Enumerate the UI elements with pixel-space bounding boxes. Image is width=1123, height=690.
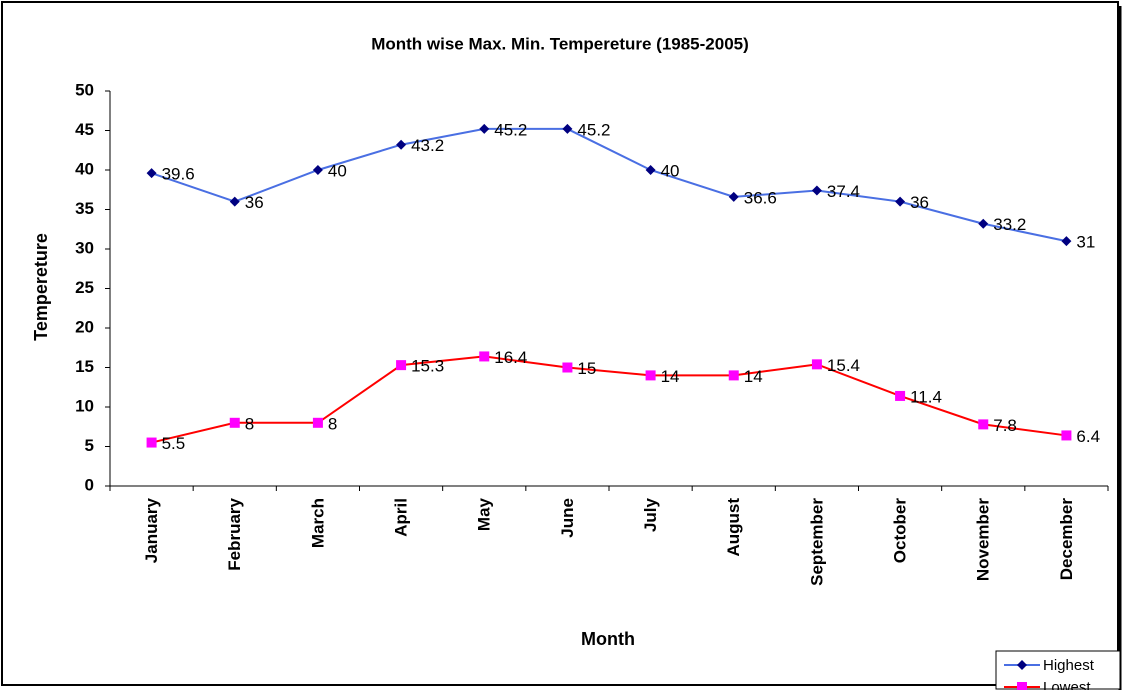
marker	[396, 139, 407, 150]
data-label: 39.6	[162, 165, 195, 184]
marker	[312, 417, 323, 428]
data-label: 5.5	[162, 434, 186, 453]
marker	[1017, 682, 1027, 690]
marker	[479, 123, 490, 134]
y-tick-label: 15	[75, 357, 94, 376]
data-label: 11.4	[910, 387, 942, 406]
data-label: 15.4	[827, 356, 860, 375]
y-tick-label: 50	[75, 80, 94, 99]
data-label: 8	[328, 414, 337, 433]
marker	[1017, 660, 1027, 670]
x-tick-label: August	[724, 498, 743, 557]
marker	[229, 417, 240, 428]
data-label: 36.6	[744, 188, 777, 207]
x-tick-label: April	[392, 498, 411, 537]
marker	[229, 196, 240, 207]
marker	[728, 370, 739, 381]
marker	[895, 196, 906, 207]
y-tick-label: 20	[75, 317, 94, 336]
data-label: 15.3	[411, 357, 444, 376]
marker	[312, 165, 323, 175]
data-label: 37.4	[827, 182, 860, 201]
legend-label: Highest	[1043, 657, 1095, 674]
data-label: 15	[577, 359, 596, 378]
marker	[978, 218, 989, 229]
marker	[645, 165, 656, 175]
y-tick-label: 35	[75, 199, 94, 218]
y-tick-label: 0	[85, 475, 94, 494]
marker	[811, 359, 822, 370]
data-label: 33.2	[993, 215, 1026, 234]
x-tick-label: May	[475, 497, 494, 531]
data-label: 40	[661, 161, 680, 180]
marker	[978, 419, 989, 430]
x-tick-label: December	[1057, 498, 1076, 581]
marker	[479, 351, 490, 362]
data-label: 45.2	[577, 120, 610, 139]
x-tick-label: June	[558, 498, 577, 538]
marker	[396, 360, 407, 371]
marker	[1061, 430, 1072, 441]
marker	[728, 191, 739, 202]
data-label: 45.2	[494, 120, 527, 139]
y-axis-label: Tempereture	[31, 233, 51, 341]
data-label: 7.8	[993, 416, 1017, 435]
marker	[562, 123, 573, 134]
y-tick-label: 5	[85, 436, 94, 455]
data-label: 36	[910, 193, 929, 212]
data-label: 8	[245, 414, 254, 433]
data-label: 31	[1076, 233, 1095, 252]
y-tick-label: 10	[75, 396, 94, 415]
data-label: 14	[661, 367, 680, 386]
y-tick-label: 30	[75, 238, 94, 257]
chart-title: Month wise Max. Min. Tempereture (1985-2…	[371, 34, 749, 53]
x-tick-label: November	[974, 498, 993, 582]
legend-box	[995, 650, 1121, 690]
y-tick-label: 25	[75, 278, 94, 297]
series-line	[151, 127, 1067, 243]
data-label: 14	[744, 367, 763, 386]
x-tick-label: September	[807, 498, 826, 586]
data-label: 6.4	[1076, 427, 1100, 446]
marker	[895, 390, 906, 401]
x-tick-label: October	[891, 498, 910, 564]
series-line	[151, 355, 1067, 444]
data-label: 36	[245, 193, 264, 212]
data-label: 40	[328, 161, 347, 180]
x-axis-label: Month	[581, 629, 635, 649]
y-tick-label: 45	[75, 120, 94, 139]
x-tick-label: January	[142, 497, 161, 563]
marker	[146, 168, 157, 179]
marker	[811, 185, 822, 196]
legend: Highest Lowest	[995, 650, 1121, 690]
data-label: 43.2	[411, 136, 444, 155]
x-tick-label: February	[225, 497, 244, 570]
y-tick-label: 40	[75, 159, 94, 178]
x-tick-label: March	[308, 498, 327, 548]
data-label: 16.4	[494, 348, 527, 367]
marker	[1061, 236, 1072, 247]
x-tick-label: July	[641, 497, 660, 532]
marker	[146, 437, 157, 448]
marker	[645, 370, 656, 381]
legend-label: Lowest	[1043, 679, 1091, 690]
marker	[562, 362, 573, 373]
